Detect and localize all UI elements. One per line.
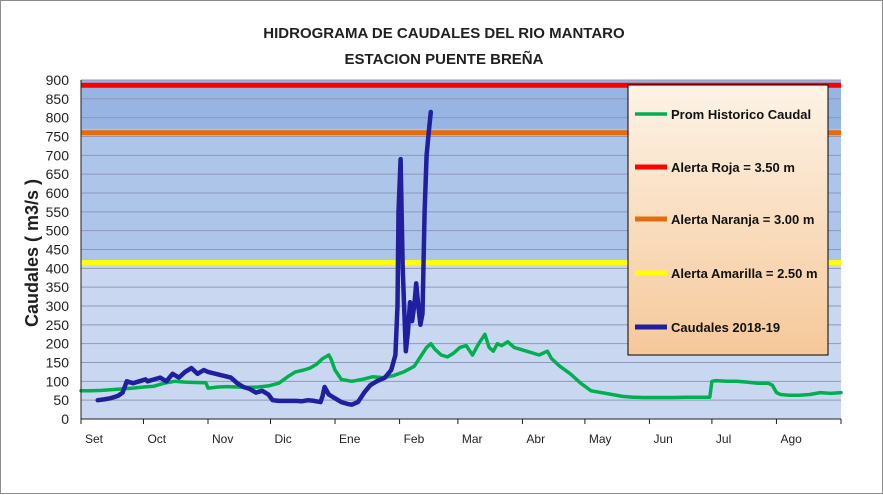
y-tick-label: 50 [53, 392, 69, 408]
series-line-1 [95, 109, 434, 407]
x-tick-label: Jul [716, 432, 731, 446]
chart-axes [80, 80, 842, 424]
y-tick-label: 700 [46, 147, 70, 163]
legend: Prom Historico Caudal Alerta Roja = 3.50 … [627, 84, 829, 356]
x-tick-label: Feb [404, 432, 425, 446]
y-tick-label: 450 [46, 242, 70, 258]
x-tick-label: Ene [339, 432, 361, 446]
legend-label-4: Caudales 2018-19 [671, 320, 780, 335]
x-tick-label: Abr [526, 432, 545, 446]
y-tick-label: 200 [46, 336, 70, 352]
legend-label-2: Alerta Naranja = 3.00 m [671, 212, 814, 227]
x-tick-label: Dic [274, 432, 291, 446]
x-tick-label: Oct [147, 432, 166, 446]
y-tick-label: 500 [46, 223, 70, 239]
y-tick-label: 600 [46, 185, 70, 201]
legend-label-0: Prom Historico Caudal [671, 107, 811, 122]
x-tick-label: Set [85, 432, 104, 446]
series-layer [79, 109, 843, 407]
y-tick-label: 100 [46, 373, 70, 389]
y-tick-label: 150 [46, 355, 70, 371]
x-tick-label: Mar [462, 432, 483, 446]
x-tick-label: Jun [653, 432, 672, 446]
legend-label-3: Alerta Amarilla = 2.50 m [671, 266, 818, 281]
y-tick-label: 850 [46, 91, 70, 107]
y-axis-label: Caudales ( m3/s ) [22, 179, 42, 327]
y-tick-label: 300 [46, 298, 70, 314]
x-tick-labels: Set Oct Nov Dic Ene Feb Mar Abr May Jun Jul Ago [85, 432, 802, 446]
y-tick-label: 650 [46, 166, 70, 182]
chart-title-line-1: HIDROGRAMA DE CAUDALES DEL RIO MANTARO [263, 25, 625, 42]
y-tick-label: 750 [46, 129, 70, 145]
y-tick-labels: 0 50 100 150 200 250 300 350 400 450 500 550 600 650 7… [46, 72, 70, 427]
y-tick-label: 550 [46, 204, 70, 220]
chart-title-line-2: ESTACION PUENTE BREÑA [345, 50, 544, 68]
series-line-0 [79, 332, 843, 400]
y-tick-label: 250 [46, 317, 70, 333]
y-tick-label: 800 [46, 110, 70, 126]
y-tick-label: 400 [46, 260, 70, 276]
y-tick-label: 350 [46, 279, 70, 295]
legend-label-1: Alerta Roja = 3.50 m [671, 160, 795, 175]
x-tick-label: May [589, 432, 612, 446]
y-tick-label: 900 [46, 72, 70, 88]
y-tick-label: 0 [61, 411, 69, 427]
x-tick-label: Nov [212, 432, 233, 446]
x-tick-label: Ago [780, 432, 802, 446]
